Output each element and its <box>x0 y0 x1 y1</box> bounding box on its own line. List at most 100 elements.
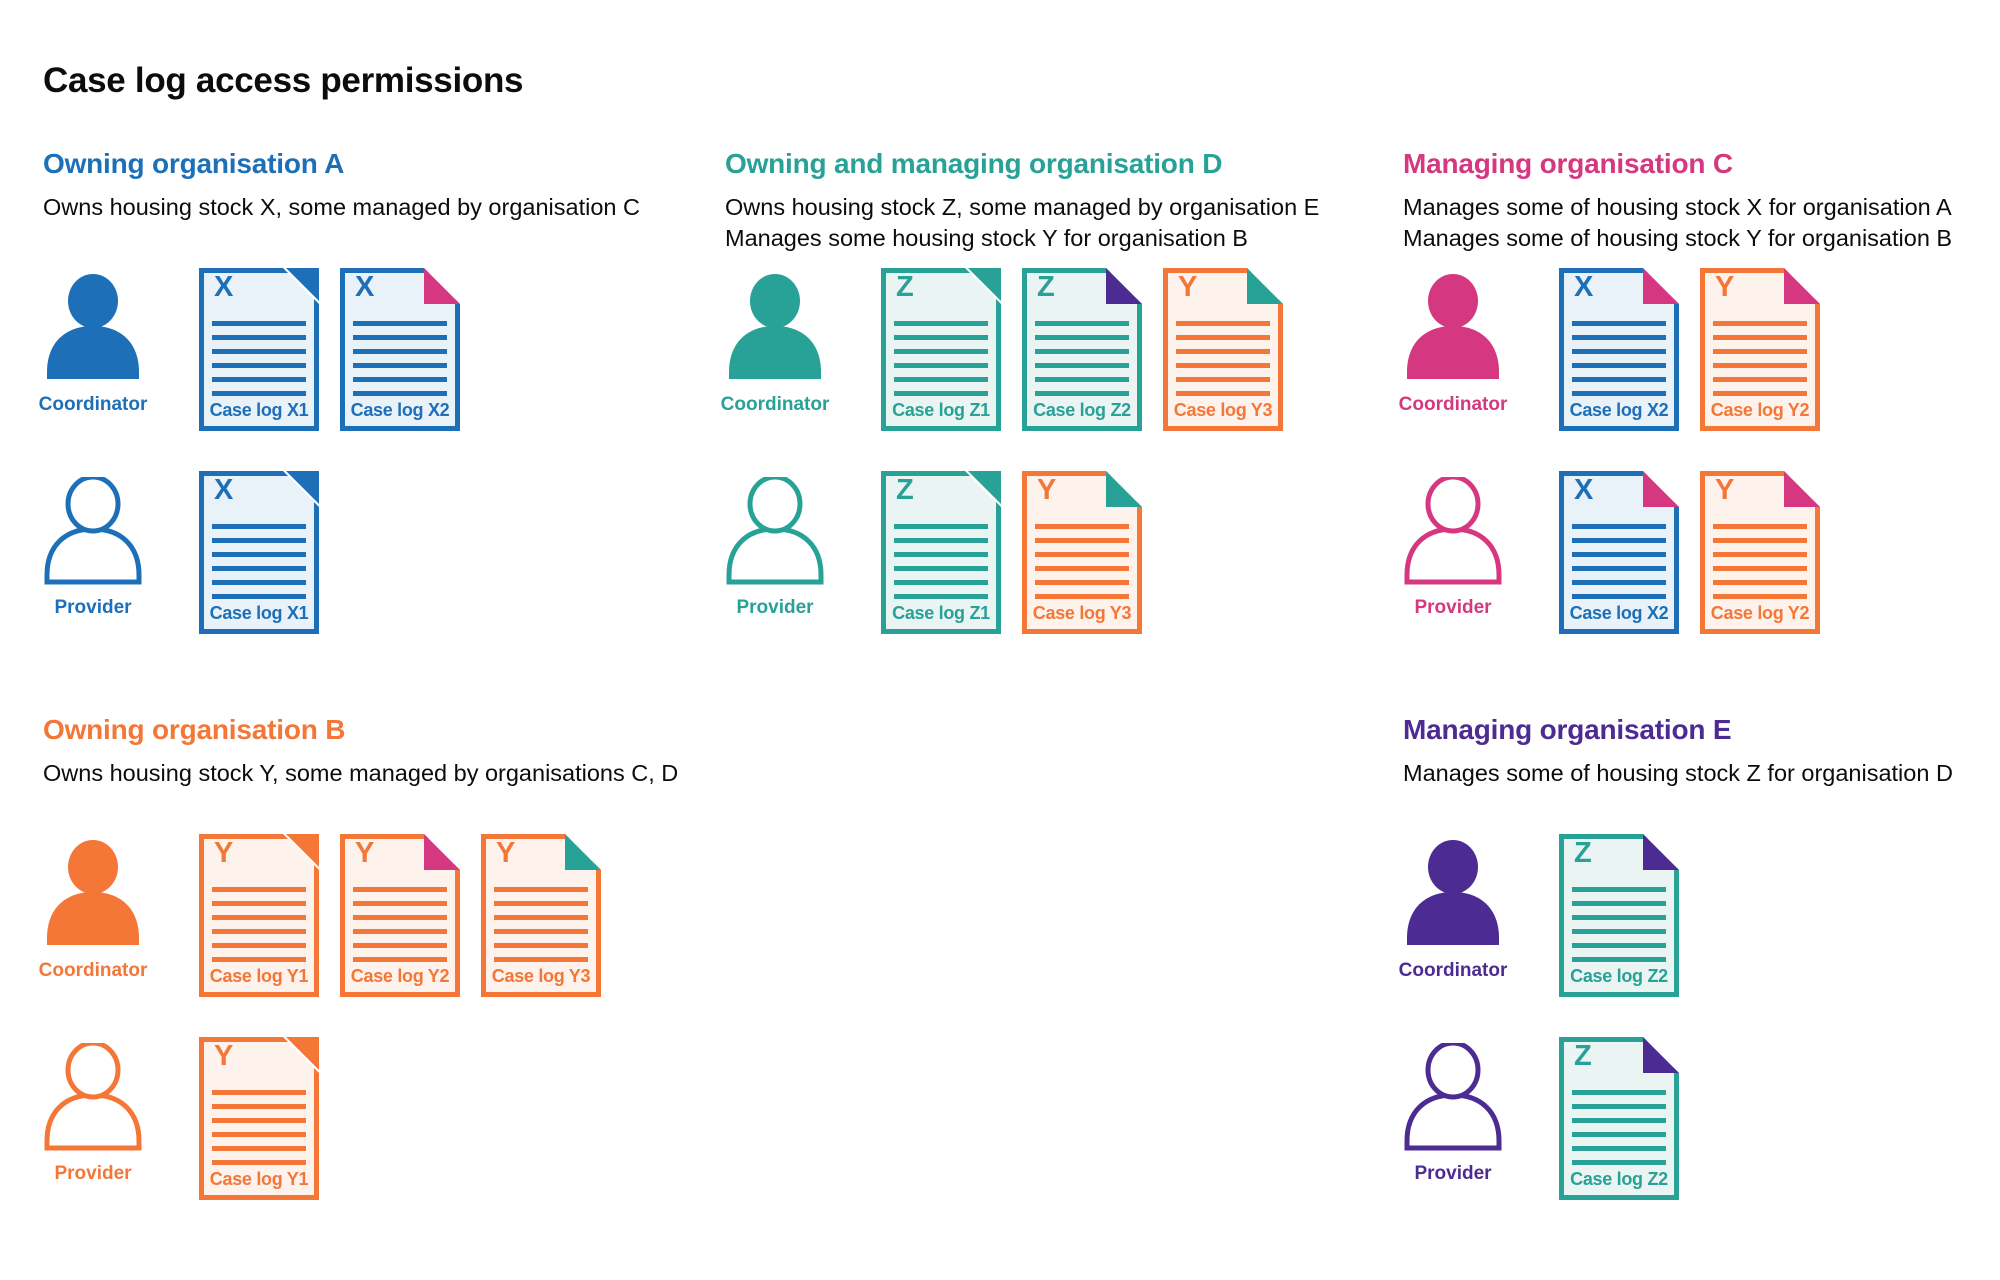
doc-text-line <box>353 957 447 962</box>
folded-corner-icon <box>1643 1037 1679 1073</box>
doc-text-line <box>1572 957 1666 962</box>
doc-text-lines <box>1176 321 1270 405</box>
provider-row: Provider X Case log X1 <box>43 471 683 651</box>
doc-text-line <box>1176 349 1270 354</box>
doc-text-line <box>1035 335 1129 340</box>
provider-icon <box>28 477 158 585</box>
doc-stock-letter: X <box>1574 474 1594 506</box>
doc-label: Case log Y2 <box>350 966 450 986</box>
person-role-label: Provider <box>1414 597 1492 618</box>
doc-text-line <box>1176 363 1270 368</box>
person-provider: Provider <box>1388 477 1518 619</box>
doc-text-line <box>353 901 447 906</box>
doc-text-line <box>1713 552 1807 557</box>
folded-corner-icon <box>1643 268 1679 304</box>
person-provider: Provider <box>28 477 158 619</box>
doc-label: Case log Y3 <box>491 966 591 986</box>
doc-stock-letter: Y <box>1178 271 1198 303</box>
doc-text-line <box>894 363 988 368</box>
case-log-docs: Z Case log Z2 <box>1559 1037 1679 1200</box>
doc-text-line <box>1176 391 1270 396</box>
description-line: Owns housing stock Y, some managed by or… <box>43 760 679 786</box>
case-log-doc: Y Case log Y3 <box>481 834 601 997</box>
coordinator-icon <box>1388 840 1518 948</box>
doc-label: Case log Y2 <box>1710 400 1810 420</box>
doc-label: Case log Z2 <box>1570 1169 1668 1189</box>
person-provider: Provider <box>28 1043 158 1185</box>
doc-text-line <box>1713 566 1807 571</box>
case-log-docs: Z Case log Z2 <box>1559 834 1679 997</box>
folded-corner-icon <box>1784 268 1820 304</box>
doc-text-line <box>894 580 988 585</box>
doc-text-line <box>1035 524 1129 529</box>
case-log-docs: Z Case log Z1 Z Case log Z2 Y Case log Y3 <box>881 268 1283 431</box>
coordinator-row: Coordinator X Case log X2 Y Case log Y2 <box>1399 268 2000 448</box>
doc-text-line <box>494 901 588 906</box>
doc-label: Case log Y1 <box>209 966 309 986</box>
folded-corner-icon <box>424 834 460 870</box>
doc-stock-letter: Z <box>896 474 914 506</box>
doc-stock-letter: Z <box>1037 271 1055 303</box>
doc-text-line <box>894 349 988 354</box>
coordinator-row: Coordinator Z Case log Z1 Z Case log Z2 Y Case… <box>721 268 1365 448</box>
doc-text-lines <box>894 524 988 608</box>
person-role-label: Provider <box>1414 1163 1492 1184</box>
doc-text-line <box>1572 377 1666 382</box>
doc-text-line <box>212 594 306 599</box>
doc-stock-letter: X <box>214 271 234 303</box>
doc-label: Case log X2 <box>1569 603 1669 623</box>
doc-text-line <box>353 321 447 326</box>
doc-text-line <box>353 349 447 354</box>
doc-text-line <box>1572 1132 1666 1137</box>
description-line: Owns housing stock X, some managed by or… <box>43 194 640 220</box>
provider-row: Provider Z Case log Z1 Y Case log Y3 <box>725 471 1365 651</box>
doc-text-lines <box>1572 524 1666 608</box>
doc-text-line <box>1035 377 1129 382</box>
doc-stock-letter: Y <box>1715 271 1735 303</box>
doc-text-line <box>1572 566 1666 571</box>
doc-text-line <box>1176 335 1270 340</box>
provider-row: Provider X Case log X2 Y Case log Y2 <box>1403 471 2000 651</box>
case-log-docs: Y Case log Y1 Y Case log Y2 Y Case log Y3 <box>199 834 601 997</box>
doc-stock-letter: Z <box>1574 1040 1592 1072</box>
doc-label: Case log Z1 <box>892 603 990 623</box>
case-log-doc: Z Case log Z1 <box>881 471 1001 634</box>
doc-text-lines <box>1572 321 1666 405</box>
doc-text-line <box>1713 335 1807 340</box>
description-line: Manages some of housing stock X for orga… <box>1403 194 1952 220</box>
doc-text-line <box>1572 943 1666 948</box>
doc-stock-letter: Z <box>1574 837 1592 869</box>
doc-text-line <box>894 566 988 571</box>
doc-label: Case log Y3 <box>1173 400 1273 420</box>
doc-text-line <box>494 887 588 892</box>
doc-text-line <box>212 887 306 892</box>
doc-text-line <box>894 321 988 326</box>
doc-label: Case log Y2 <box>1710 603 1810 623</box>
doc-text-line <box>212 552 306 557</box>
doc-text-line <box>1572 887 1666 892</box>
case-log-doc: Y Case log Y1 <box>199 834 319 997</box>
org-heading: Owning organisation A <box>43 148 345 179</box>
doc-text-line <box>894 377 988 382</box>
case-log-doc: Y Case log Y2 <box>340 834 460 997</box>
coordinator-row: Coordinator Z Case log Z2 <box>1399 834 2000 1014</box>
org-heading: Managing organisation C <box>1403 148 1733 179</box>
case-log-docs: Y Case log Y1 <box>199 1037 319 1200</box>
doc-text-line <box>353 335 447 340</box>
org-description: Owns housing stock Z, some managed by or… <box>725 192 1319 254</box>
doc-text-line <box>1713 594 1807 599</box>
person-role-label: Coordinator <box>38 960 148 981</box>
doc-text-line <box>212 363 306 368</box>
folded-corner-icon <box>1643 834 1679 870</box>
doc-text-line <box>353 377 447 382</box>
doc-text-line <box>212 349 306 354</box>
doc-text-line <box>1035 349 1129 354</box>
person-role-label: Coordinator <box>1398 960 1508 981</box>
org-description: Manages some of housing stock Z for orga… <box>1403 758 1953 789</box>
doc-text-line <box>212 1090 306 1095</box>
doc-text-line <box>353 915 447 920</box>
person-role-label: Coordinator <box>38 394 148 415</box>
case-log-doc: X Case log X1 <box>199 268 319 431</box>
doc-text-line <box>1713 524 1807 529</box>
doc-text-lines <box>212 1090 306 1174</box>
